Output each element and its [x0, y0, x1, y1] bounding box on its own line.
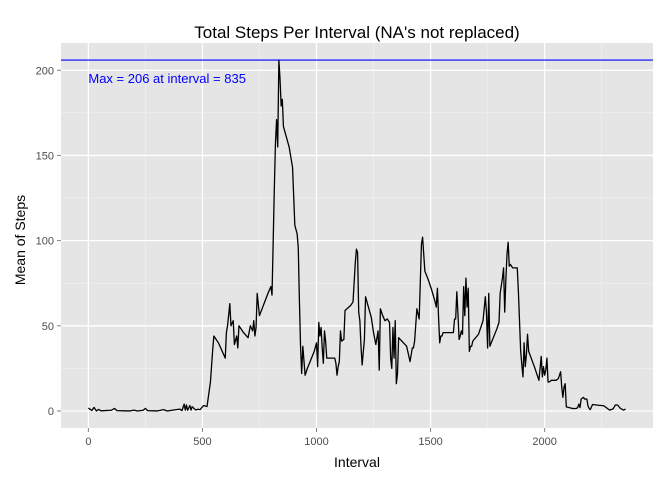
y-tick-label: 50 [42, 321, 54, 333]
y-axis-label: Mean of Steps [12, 195, 28, 285]
plot-panel [61, 43, 653, 428]
y-axis-ticks: 0 50 100 150 200 [36, 65, 61, 418]
y-tick-label: 0 [48, 406, 54, 418]
x-axis-label: Interval [334, 454, 380, 470]
x-axis-ticks: 0 500 1000 1500 2000 [85, 428, 557, 448]
x-tick-label: 1500 [418, 436, 442, 448]
x-tick-label: 1000 [304, 436, 328, 448]
y-tick-label: 150 [36, 150, 54, 162]
x-tick-label: 2000 [532, 436, 556, 448]
major-gridlines [61, 43, 653, 428]
y-tick-label: 200 [36, 65, 54, 77]
series-line-mean-steps [88, 59, 626, 412]
y-tick-label: 100 [36, 236, 54, 248]
x-tick-label: 500 [193, 436, 211, 448]
chart-title: Total Steps Per Interval (NA's not repla… [194, 23, 519, 42]
x-tick-label: 0 [85, 436, 91, 448]
max-annotation: Max = 206 at interval = 835 [88, 71, 246, 86]
minor-gridlines [61, 43, 653, 428]
